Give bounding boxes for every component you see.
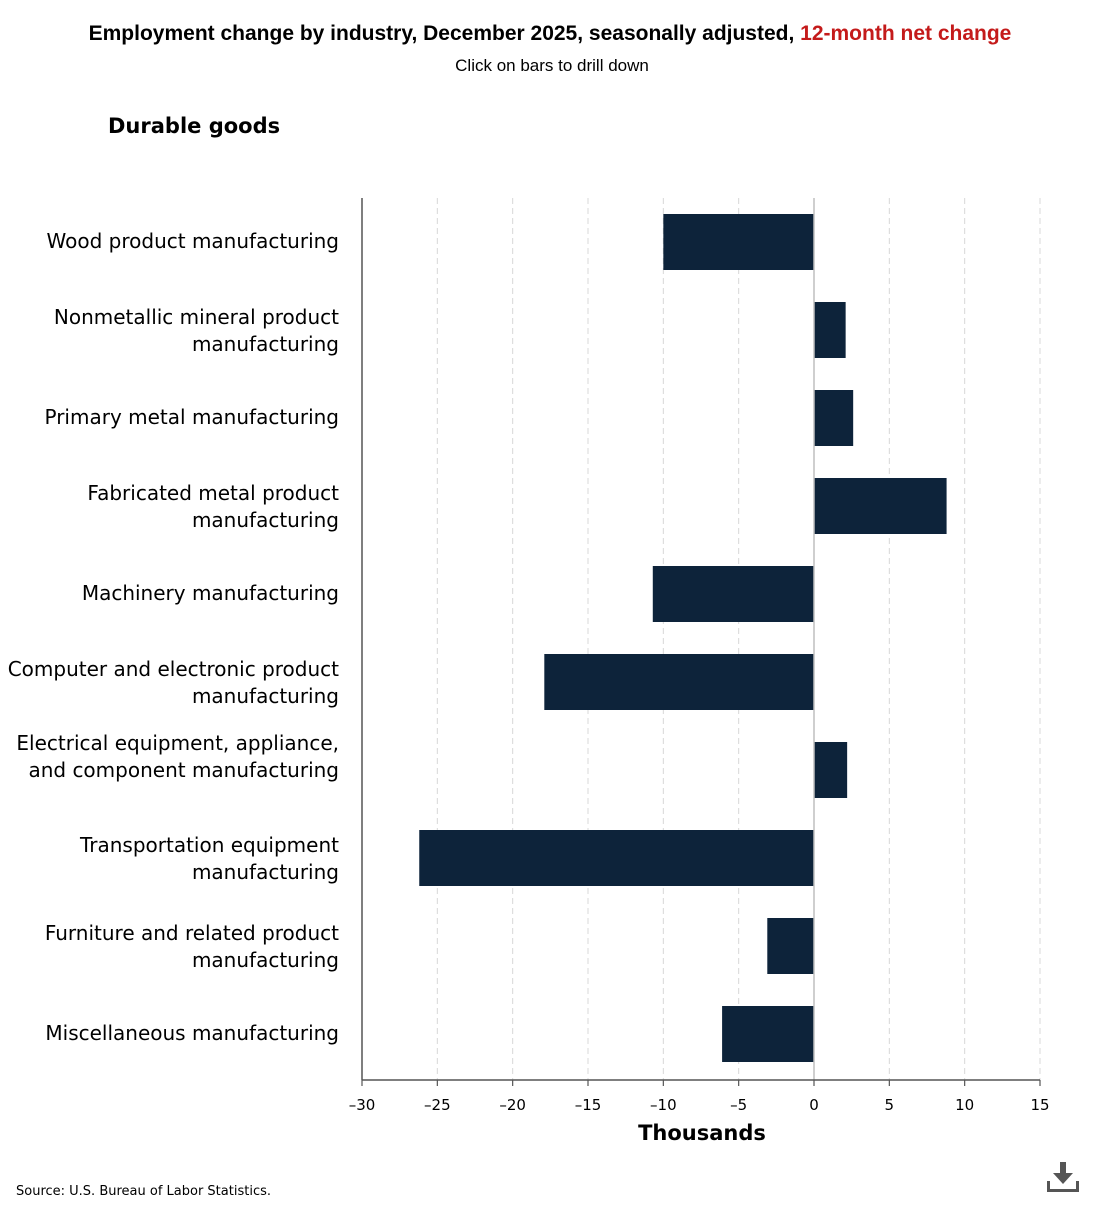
x-axis-ticks: –30 –25 –20 –15 –10 –5 0 5 10 15 [349,1080,1050,1114]
bar[interactable] [652,566,814,622]
category-label: Nonmetallic mineral product manufacturin… [53,305,339,356]
category-label: Electrical equipment, appliance, and com… [16,731,339,782]
category-label: Wood product manufacturing [46,229,339,253]
bar[interactable] [767,918,814,974]
chart-title-highlight: 12-month net change [800,22,1012,45]
source-note: Source: U.S. Bureau of Labor Statistics. [16,1184,271,1199]
tick-label: –15 [575,1096,602,1114]
category-label: Primary metal manufacturing [44,405,340,429]
category-label: Computer and electronic product manufact… [7,657,339,708]
category-label: Machinery manufacturing [81,581,339,605]
tick-label: –30 [349,1096,376,1114]
tick-label: 0 [809,1096,819,1114]
bar[interactable] [663,214,814,270]
category-label: Transportation equipment manufacturing [79,833,339,884]
bar[interactable] [544,654,814,710]
download-button[interactable] [1044,1158,1082,1196]
grid-lines [436,198,1041,1080]
tick-label: 15 [1030,1096,1049,1114]
x-axis-title: Thousands [638,1121,766,1145]
tick-label: –25 [424,1096,451,1114]
category-label: Fabricated metal product manufacturing [87,481,339,532]
tick-label: –5 [730,1096,747,1114]
bar[interactable] [419,830,814,886]
download-icon [1047,1162,1079,1192]
tick-label: –10 [650,1096,677,1114]
bar[interactable] [814,742,848,798]
category-label: Furniture and related product manufactur… [44,921,339,972]
bars [419,214,947,1062]
tick-label: 5 [885,1096,895,1114]
bar[interactable] [814,478,947,534]
chart-title: Employment change by industry, December … [0,20,1100,48]
tick-label: –20 [499,1096,526,1114]
bar[interactable] [814,390,854,446]
chart-title-main: Employment change by industry, December … [88,22,801,45]
bar[interactable] [814,302,846,358]
axes [361,198,1040,1081]
chart-subtitle-instruction: Click on bars to drill down [455,56,649,75]
tick-label: 10 [955,1096,974,1114]
bar[interactable] [722,1006,814,1062]
category-label: Miscellaneous manufacturing [45,1021,339,1045]
section-title: Durable goods [108,114,281,138]
